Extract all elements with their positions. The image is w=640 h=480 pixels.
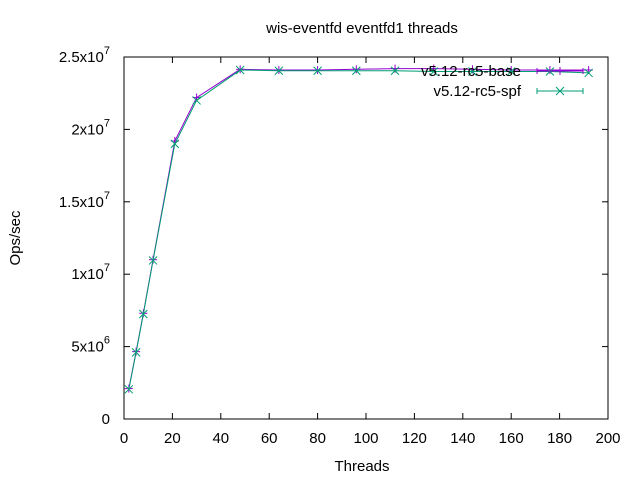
series-1-point <box>390 66 400 76</box>
y-tick-mantissa: 2.5x10 <box>59 49 104 66</box>
x-tick-label: 160 <box>499 430 524 447</box>
x-axis: 0 20 40 60 80 100 120 140 160 180 200 <box>120 57 621 447</box>
x-tick-label: 0 <box>120 430 128 447</box>
series-1-point <box>139 309 148 319</box>
series-1-point <box>170 139 180 149</box>
y-tick-label: 1x107 <box>71 262 110 283</box>
x-axis-label: Threads <box>334 458 389 475</box>
series-0-point <box>274 66 283 75</box>
series-1-point <box>124 384 134 394</box>
y-tick-label: 1.5x107 <box>59 190 110 211</box>
plot-frame <box>123 56 609 420</box>
series-layer <box>124 64 593 394</box>
y-tick-exponent: 7 <box>104 45 110 57</box>
x-tick-label: 180 <box>547 430 572 447</box>
y-tick-exponent: 7 <box>104 117 110 129</box>
series-1-point <box>429 67 439 76</box>
series-1-point <box>313 66 322 76</box>
legend-marker-0 <box>556 67 564 75</box>
x-tick-label: 60 <box>261 430 278 447</box>
series-1-point <box>506 67 516 76</box>
y-tick-label: 2x107 <box>71 117 110 138</box>
x-tick-label: 100 <box>353 430 378 447</box>
x-tick-label: 20 <box>164 430 181 447</box>
series-0-point <box>545 66 554 75</box>
series-1-point <box>131 348 141 357</box>
y-tick-mantissa: 1x10 <box>71 266 104 283</box>
y-axis-label: Ops/sec <box>7 210 24 266</box>
series-line-1 <box>128 69 589 390</box>
series-1-point <box>235 65 245 75</box>
series-0-point <box>236 65 245 74</box>
y-tick-exponent: 7 <box>104 262 110 274</box>
series-0-point <box>352 65 361 74</box>
x-tick-label: 140 <box>450 430 475 447</box>
x-tick-label: 200 <box>595 430 620 447</box>
series-0-point <box>313 66 322 75</box>
y-tick-label: 5x106 <box>71 335 110 356</box>
x-tick-label: 80 <box>309 430 326 447</box>
y-tick-label: 2.5x107 <box>59 45 110 66</box>
series-1-point <box>192 96 201 105</box>
y-tick-exponent: 6 <box>104 335 110 347</box>
series-1-point <box>274 66 284 76</box>
legend-marker-1 <box>555 86 565 96</box>
series-1-point <box>584 68 593 78</box>
y-tick-exponent: 7 <box>104 190 110 202</box>
series-1-point <box>351 66 361 76</box>
y-tick-mantissa: 5x10 <box>71 339 104 356</box>
legend-label-1: v5.12-rc5-spf <box>433 83 521 100</box>
series-1-point <box>468 67 477 76</box>
y-tick-label: 0 <box>102 411 110 428</box>
series-1-point <box>148 256 158 265</box>
y-tick-mantissa: 0 <box>102 411 110 428</box>
series-line-0 <box>128 68 589 389</box>
x-tick-label: 120 <box>402 430 427 447</box>
chart-title: wis-eventfd eventfd1 threads <box>265 20 458 37</box>
y-tick-mantissa: 1.5x10 <box>59 194 104 211</box>
y-tick-mantissa: 2x10 <box>71 121 104 138</box>
series-0-point <box>507 66 516 75</box>
legend-label-0: v5.12-rc5-base <box>421 63 521 80</box>
legend: v5.12-rc5-base v5.12-rc5-spf <box>421 63 584 100</box>
x-tick-label: 40 <box>212 430 229 447</box>
